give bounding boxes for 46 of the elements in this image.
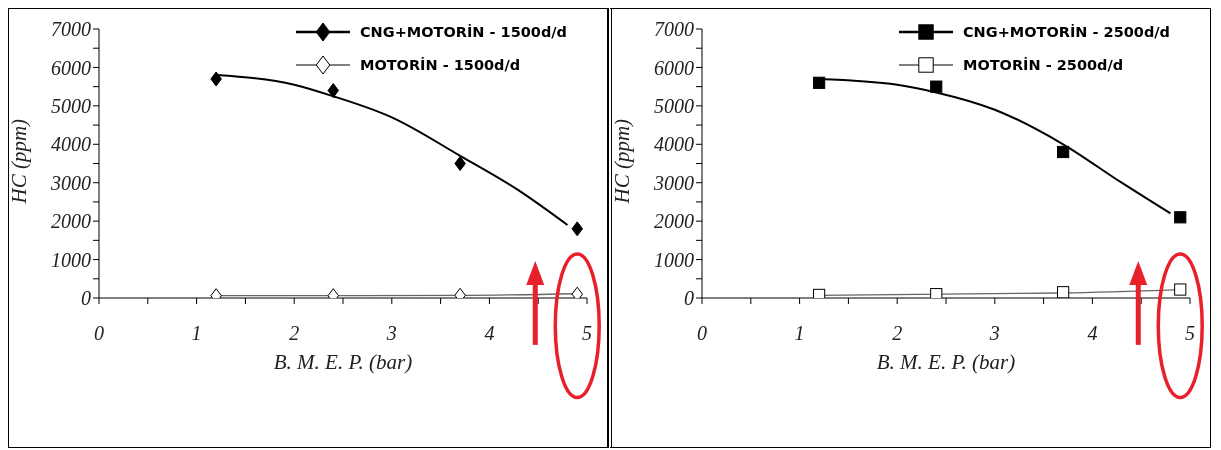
x-tick-label: 5 <box>582 322 592 345</box>
point <box>930 288 943 298</box>
legend-label: MOTORİN - 1500d/d <box>359 56 521 73</box>
y-tick-label: 1000 <box>654 248 694 271</box>
y-tick-label: 7000 <box>654 18 694 41</box>
y-tick-label: 6000 <box>51 56 91 79</box>
y-tick-label: 7000 <box>51 18 91 41</box>
x-tick-label: 1 <box>191 322 202 345</box>
y-tick-label: 0 <box>81 287 91 310</box>
y-tick-label: 3000 <box>653 171 694 194</box>
y-tick-label: 1000 <box>51 248 91 271</box>
point <box>813 288 826 298</box>
point <box>1057 286 1070 298</box>
legend-label: CNG+MOTORİN - 1500d/d <box>359 23 567 40</box>
y-tick-label: 3000 <box>50 171 91 194</box>
x-tick-label: 3 <box>988 322 1000 345</box>
x-tick-label: 4 <box>1087 322 1098 345</box>
y-tick-label: 2000 <box>51 210 91 233</box>
y-tick-label: 6000 <box>654 56 694 79</box>
legend-label: CNG+MOTORİN - 2500d/d <box>962 23 1170 40</box>
legend-label: MOTORİN - 2500d/d <box>962 56 1124 73</box>
x-axis-title: B. M. E. P. (bar) <box>273 350 413 374</box>
point <box>813 76 826 89</box>
y-tick-label: 2000 <box>654 210 694 233</box>
point <box>1174 283 1187 296</box>
point <box>1057 145 1070 159</box>
point <box>571 221 583 237</box>
x-axis-title: B. M. E. P. (bar) <box>876 350 1016 374</box>
point <box>327 82 339 98</box>
y-tick-label: 0 <box>684 287 694 310</box>
point <box>454 156 466 171</box>
x-tick-label: 2 <box>892 322 903 345</box>
x-tick-label: 2 <box>289 322 300 345</box>
x-tick-label: 1 <box>794 322 805 345</box>
x-tick-label: 3 <box>385 322 397 345</box>
point <box>210 71 222 87</box>
y-tick-label: 4000 <box>654 133 694 156</box>
y-tick-label: 5000 <box>654 94 694 117</box>
x-tick-label: 5 <box>1185 322 1195 345</box>
y-axis-title: HC (ppm) <box>610 118 635 205</box>
y-tick-label: 4000 <box>51 133 91 156</box>
point <box>1174 211 1187 224</box>
x-tick-label: 4 <box>484 322 495 345</box>
y-tick-label: 5000 <box>51 94 91 117</box>
y-axis-title: HC (ppm) <box>7 118 32 205</box>
point <box>930 80 943 93</box>
